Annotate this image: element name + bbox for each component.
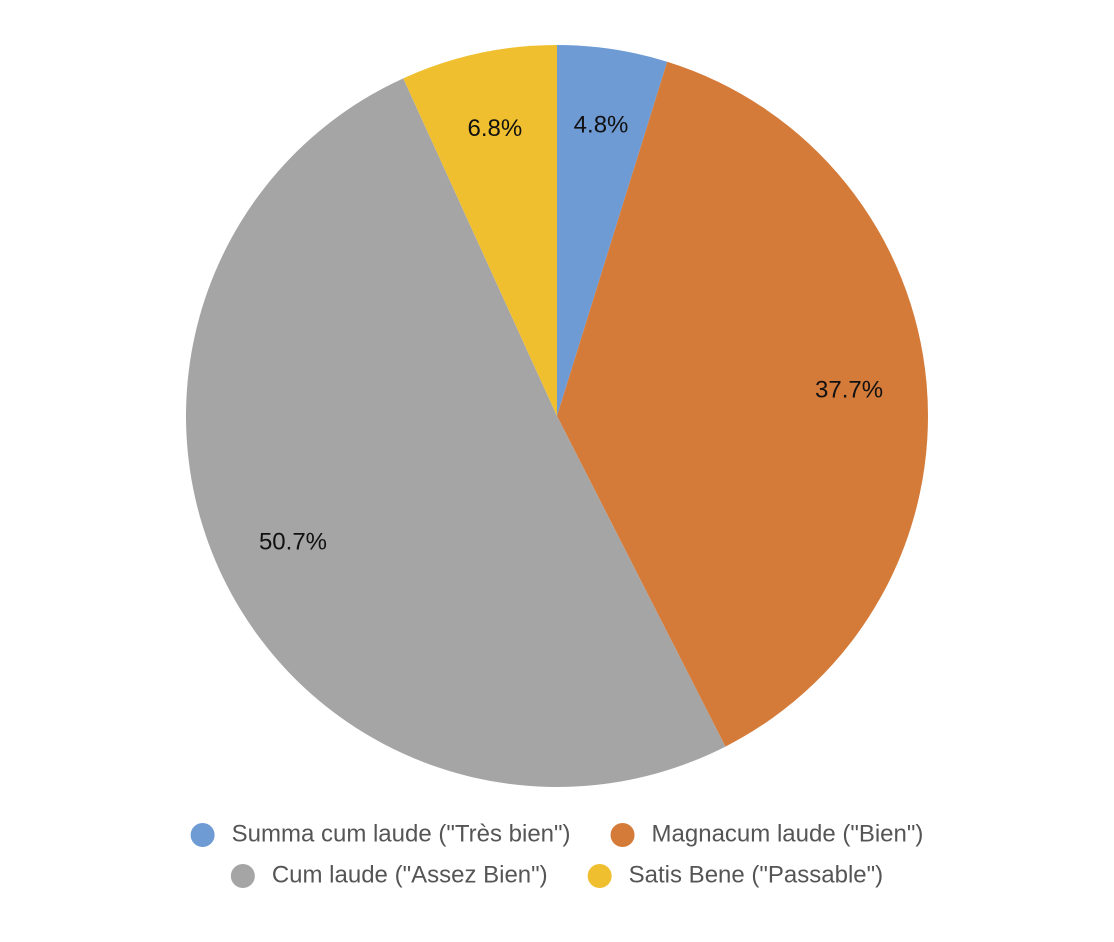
legend-swatch — [610, 823, 635, 847]
data-label: 50.7% — [259, 529, 327, 556]
legend-item: Magnacum laude ("Bien") — [610, 820, 924, 847]
data-label: 37.7% — [815, 377, 883, 404]
pie-slice — [186, 78, 726, 787]
legend-label: Magnacum laude ("Bien") — [652, 820, 924, 847]
legend-label: Summa cum laude ("Très bien") — [232, 820, 571, 847]
legend-swatch — [190, 823, 215, 847]
legend-item: Summa cum laude ("Très bien") — [190, 820, 571, 847]
legend-swatch — [230, 864, 255, 888]
legend-item: Cum laude ("Assez Bien") — [230, 861, 548, 888]
data-label: 4.8% — [574, 112, 629, 139]
legend-label: Satis Bene ("Passable") — [629, 861, 884, 888]
legend-item: Satis Bene ("Passable") — [587, 861, 884, 888]
data-label: 6.8% — [468, 115, 523, 142]
pie-slice — [557, 61, 928, 747]
pie-slice — [403, 45, 557, 416]
pie-slice — [557, 45, 668, 416]
legend: Summa cum laude ("Très bien") Magnacum la… — [190, 820, 924, 888]
legend-label: Cum laude ("Assez Bien") — [272, 861, 548, 888]
pie: 4.8% 37.7% 50.7% 6.8% — [186, 45, 928, 787]
legend-swatch — [587, 864, 612, 888]
